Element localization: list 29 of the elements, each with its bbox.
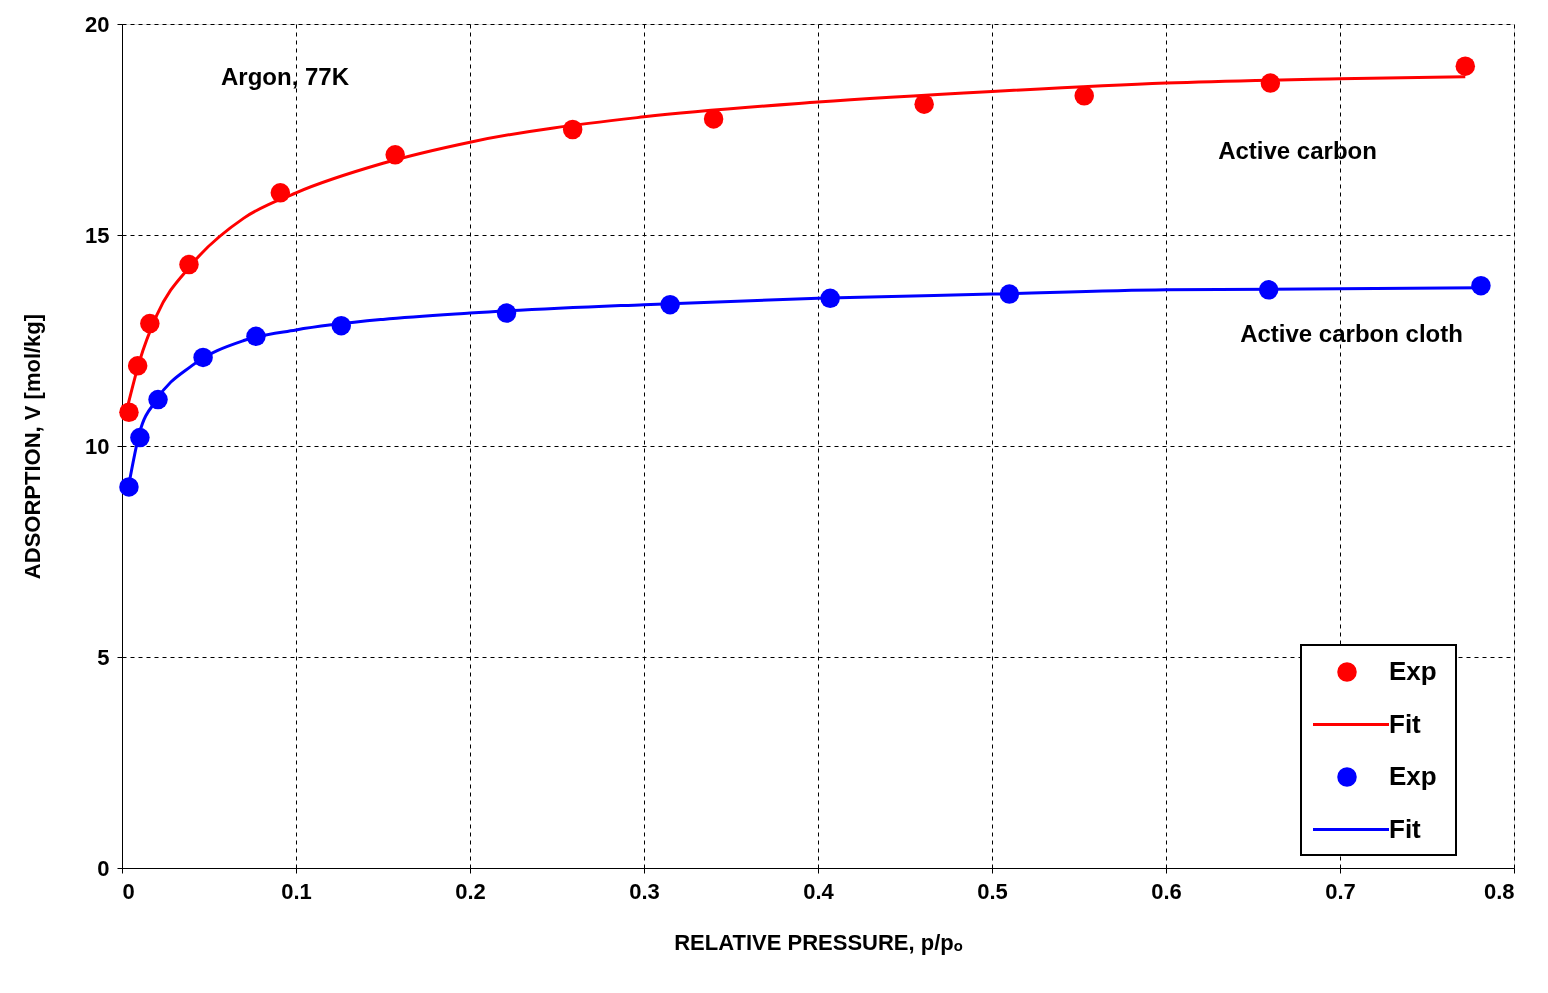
x-tick-label: 0.8 bbox=[1483, 878, 1515, 904]
legend-label: Exp bbox=[1389, 656, 1437, 686]
annotation: Active carbon bbox=[1218, 137, 1377, 164]
annotation: Argon, 77K bbox=[220, 63, 350, 90]
y-tick-label: 20 bbox=[85, 11, 110, 37]
point bbox=[119, 402, 139, 422]
point bbox=[119, 477, 139, 497]
legend-label: Fit bbox=[1389, 708, 1422, 739]
y-tick-label: 15 bbox=[85, 222, 110, 248]
legend-label: Fit bbox=[1389, 813, 1422, 844]
x-tick-label: 0.6 bbox=[1151, 878, 1182, 904]
point bbox=[914, 94, 934, 114]
x-tick-label: 0.1 bbox=[281, 878, 312, 904]
x-tick-label: 0.5 bbox=[977, 878, 1008, 904]
point bbox=[1074, 86, 1094, 106]
point bbox=[1455, 56, 1476, 76]
point bbox=[703, 109, 724, 129]
legend-label: Exp bbox=[1389, 761, 1437, 791]
x-tick-label: 0.3 bbox=[629, 878, 660, 904]
x-axis-title: RELATIVE PRESSURE, p/pₒ bbox=[674, 929, 963, 955]
y-tick-label: 10 bbox=[85, 433, 110, 459]
annotation: Active carbon cloth bbox=[1240, 320, 1463, 347]
y-axis-title: ADSORPTION, V [mol/kg] bbox=[20, 313, 46, 580]
x-tick-label: 0.2 bbox=[455, 878, 486, 904]
x-tick-label: 0 bbox=[122, 878, 135, 904]
y-tick-label: 5 bbox=[97, 644, 110, 670]
y-tick-label: 0 bbox=[97, 855, 110, 881]
x-tick-label: 0.7 bbox=[1325, 878, 1356, 904]
x-tick-label: 0.4 bbox=[803, 878, 835, 904]
